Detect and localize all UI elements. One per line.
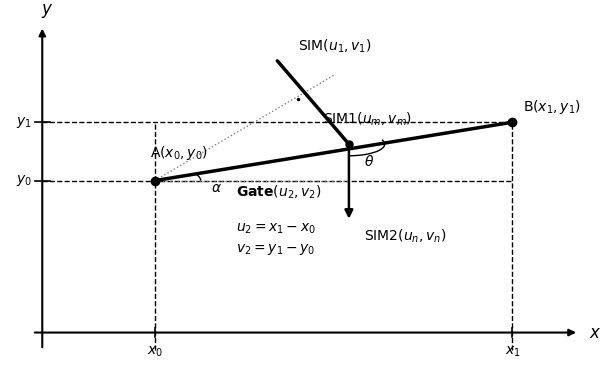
Text: $\mathrm{SIM}(u_1, v_1)$: $\mathrm{SIM}(u_1, v_1)$ <box>298 38 371 55</box>
Text: $u_2 = x_1 - x_0$: $u_2 = x_1 - x_0$ <box>237 221 316 236</box>
Text: $\mathrm{SIM1}(u_m, v_m)$: $\mathrm{SIM1}(u_m, v_m)$ <box>323 111 413 128</box>
Text: $y_0$: $y_0$ <box>16 173 32 188</box>
Text: $\mathrm{SIM2}(u_n, v_n)$: $\mathrm{SIM2}(u_n, v_n)$ <box>364 227 447 245</box>
Text: $y_1$: $y_1$ <box>16 115 32 130</box>
Text: $x_1$: $x_1$ <box>504 344 521 359</box>
Text: $\alpha$: $\alpha$ <box>211 181 222 195</box>
Text: $\mathrm{A}(x_0, y_0)$: $\mathrm{A}(x_0, y_0)$ <box>150 144 207 162</box>
Text: $\mathbf{Gate}(u_2, v_2)$: $\mathbf{Gate}(u_2, v_2)$ <box>237 184 322 201</box>
Text: $\mathrm{B}(x_1, y_1)$: $\mathrm{B}(x_1, y_1)$ <box>522 99 580 116</box>
Text: $y$: $y$ <box>41 2 54 20</box>
Text: $x$: $x$ <box>589 324 602 342</box>
Text: $v_2 = y_1 - y_0$: $v_2 = y_1 - y_0$ <box>237 242 316 257</box>
Text: $x_0$: $x_0$ <box>147 344 162 359</box>
Text: $\theta$: $\theta$ <box>364 154 374 169</box>
